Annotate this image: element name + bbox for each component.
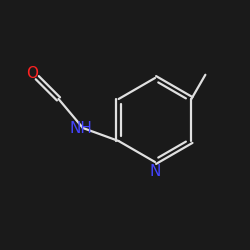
Text: N: N <box>149 164 161 178</box>
Text: NH: NH <box>70 120 92 136</box>
Text: O: O <box>26 66 38 81</box>
